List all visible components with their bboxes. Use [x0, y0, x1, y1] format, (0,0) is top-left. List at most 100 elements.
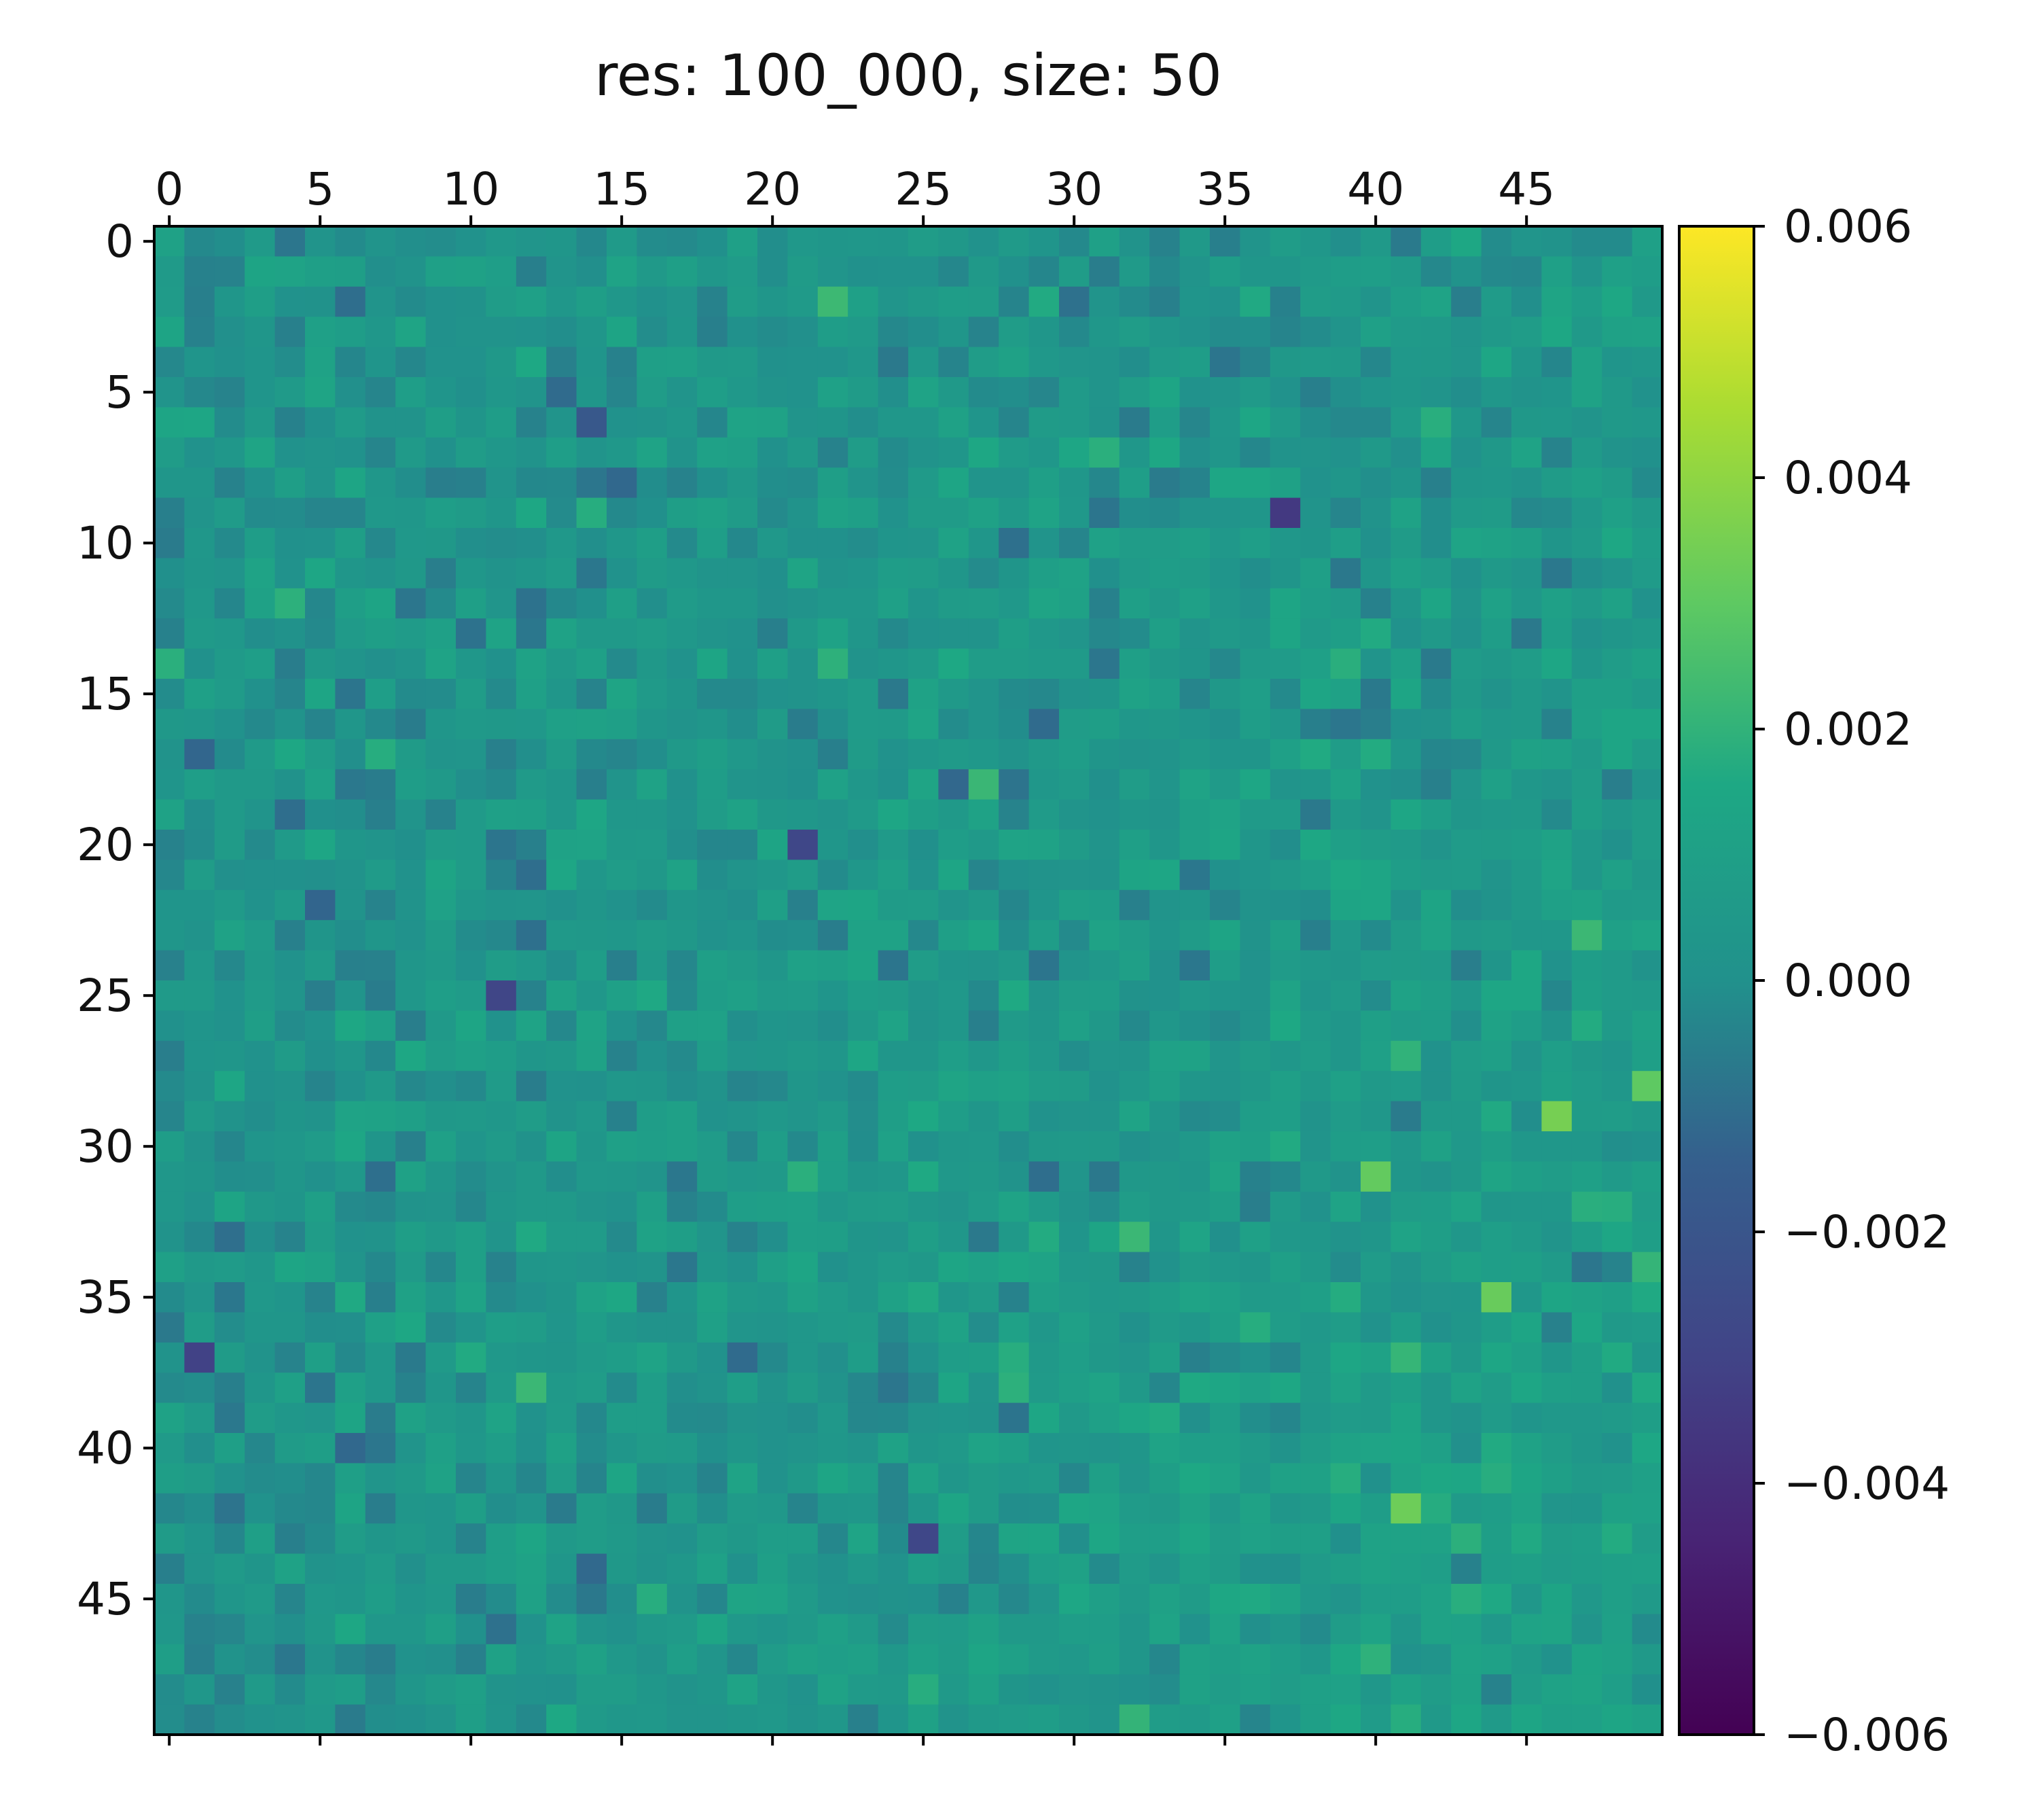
heatmap-cell — [1632, 1433, 1663, 1464]
heatmap-cell — [1240, 1161, 1271, 1192]
heatmap-cell — [1300, 1131, 1331, 1162]
heatmap-cell — [184, 1433, 215, 1464]
heatmap-cell — [274, 1373, 306, 1404]
heatmap-cell — [1330, 1131, 1361, 1162]
heatmap-cell — [1149, 920, 1181, 951]
heatmap-cell — [848, 1463, 879, 1494]
heatmap-cell — [154, 709, 185, 740]
heatmap-cell — [365, 1523, 396, 1555]
heatmap-cell — [607, 1161, 637, 1192]
heatmap-cell — [1119, 256, 1150, 287]
colorbar-tick-label: 0.002 — [1784, 703, 1912, 756]
heatmap-cell — [999, 1312, 1030, 1343]
heatmap-cell — [1119, 1493, 1150, 1524]
heatmap-cell — [727, 1674, 758, 1705]
heatmap-cell — [184, 1402, 215, 1434]
heatmap-cell — [305, 1252, 336, 1283]
heatmap-cell — [395, 286, 427, 317]
heatmap-cell — [456, 830, 486, 860]
heatmap-cell — [848, 1644, 879, 1675]
heatmap-cell — [214, 950, 245, 981]
heatmap-cell — [1602, 709, 1633, 740]
heatmap-cell — [1300, 286, 1331, 317]
heatmap-cell — [395, 1040, 427, 1072]
heatmap-cell — [1149, 1010, 1181, 1042]
heatmap-cell — [245, 437, 276, 468]
heatmap-cell — [757, 830, 788, 860]
heatmap-cell — [1059, 1553, 1090, 1584]
heatmap-cell — [335, 1252, 366, 1283]
heatmap-cell — [395, 1222, 427, 1253]
heatmap-cell — [486, 1071, 517, 1102]
heatmap-cell — [245, 1644, 276, 1675]
heatmap-cell — [305, 437, 336, 468]
heatmap-cell — [1059, 1373, 1090, 1404]
heatmap-cell — [335, 679, 366, 709]
heatmap-cell — [607, 528, 637, 559]
heatmap-cell — [938, 1523, 969, 1555]
heatmap-cell — [395, 920, 427, 951]
heatmap-cell — [1481, 1704, 1512, 1735]
heatmap-cell — [214, 739, 245, 770]
heatmap-cell — [757, 648, 788, 679]
heatmap-cell — [335, 1161, 366, 1192]
heatmap-cell — [697, 226, 728, 257]
heatmap-cell — [1149, 1342, 1181, 1373]
heatmap-cell — [1330, 1402, 1361, 1434]
heatmap-cell — [245, 860, 276, 891]
heatmap-cell — [395, 1584, 427, 1614]
heatmap-cell — [727, 1584, 758, 1614]
heatmap-cell — [1361, 1463, 1391, 1494]
heatmap-cell — [1511, 739, 1542, 770]
heatmap-cell — [274, 1282, 306, 1313]
heatmap-cell — [486, 709, 517, 740]
heatmap-cell — [817, 407, 848, 438]
heatmap-cell — [908, 1312, 939, 1343]
heatmap-cell — [1330, 739, 1361, 770]
heatmap-cell — [1300, 799, 1331, 830]
heatmap-cell — [1089, 1040, 1120, 1072]
heatmap-cell — [1391, 1704, 1422, 1735]
heatmap-cell — [999, 528, 1030, 559]
heatmap-cell — [1632, 1161, 1663, 1192]
heatmap-cell — [757, 618, 788, 650]
heatmap-cell — [456, 1614, 486, 1645]
heatmap-cell — [636, 1010, 668, 1042]
heatmap-cell — [274, 950, 306, 981]
heatmap-cell — [1240, 558, 1271, 589]
heatmap-cell — [1149, 679, 1181, 709]
heatmap-cell — [968, 1040, 999, 1072]
heatmap-cell — [1089, 648, 1120, 679]
heatmap-cell — [1270, 1131, 1301, 1162]
heatmap-cell — [727, 407, 758, 438]
heatmap-cell — [1451, 1674, 1482, 1705]
heatmap-cell — [607, 1523, 637, 1555]
heatmap-cell — [1330, 1222, 1361, 1253]
heatmap-cell — [245, 497, 276, 529]
heatmap-cell — [456, 950, 486, 981]
heatmap-cell — [184, 1071, 215, 1102]
heatmap-cell — [245, 799, 276, 830]
heatmap-cell — [1119, 226, 1150, 257]
heatmap-cell — [636, 1222, 668, 1253]
heatmap-cell — [546, 1282, 577, 1313]
heatmap-cell — [546, 799, 577, 830]
heatmap-cell — [214, 618, 245, 650]
heatmap-cell — [757, 1040, 788, 1072]
heatmap-cell — [1059, 497, 1090, 529]
heatmap-cell — [365, 1131, 396, 1162]
heatmap-cell — [456, 679, 486, 709]
heatmap-cell — [1511, 1342, 1542, 1373]
heatmap-cell — [607, 286, 637, 317]
heatmap-cell — [1632, 1282, 1663, 1313]
y-tick-label: 5 — [105, 366, 134, 419]
heatmap-cell — [274, 1614, 306, 1645]
heatmap-cell — [1511, 558, 1542, 589]
heatmap-cell — [1571, 1161, 1602, 1192]
heatmap-cell — [456, 709, 486, 740]
heatmap-cell — [1210, 1282, 1240, 1313]
heatmap-cell — [1270, 799, 1301, 830]
heatmap-cell — [1149, 1463, 1181, 1494]
heatmap-cell — [787, 1433, 819, 1464]
heatmap-cell — [1451, 1433, 1482, 1464]
